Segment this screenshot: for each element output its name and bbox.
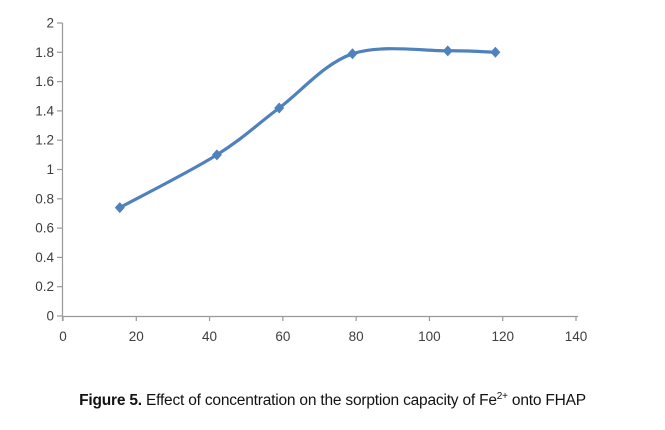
data-point-marker [211, 149, 222, 161]
figure-caption-body: Effect of concentration on the sorption … [141, 392, 497, 409]
figure-caption-tail: onto FHAP [507, 392, 586, 409]
data-point-marker [347, 48, 358, 60]
y-tick-label: 0.4 [35, 250, 54, 265]
figure-caption: Figure 5. Effect of concentration on the… [0, 390, 665, 410]
y-tick-label: 2 [46, 16, 54, 31]
figure-caption-superscript: 2+ [496, 390, 508, 402]
data-point-marker [490, 46, 501, 58]
data-point-marker [274, 102, 285, 114]
data-point-marker [114, 202, 125, 214]
y-tick-label: 1.6 [35, 74, 54, 89]
x-tick-label: 120 [491, 329, 514, 344]
y-tick-label: 1 [46, 162, 54, 177]
x-tick-label: 40 [202, 329, 217, 344]
series-line [118, 47, 497, 210]
y-tick-label: 1.4 [35, 103, 54, 118]
x-tick-label: 0 [59, 329, 67, 344]
x-tick-label: 100 [418, 329, 441, 344]
x-tick-label: 60 [275, 329, 290, 344]
y-tick-label: 1.2 [35, 133, 54, 148]
y-tick-label: 0.6 [35, 221, 54, 236]
y-tick-label: 1.8 [35, 45, 54, 60]
data-point-marker [442, 45, 453, 57]
x-tick-label: 80 [349, 329, 364, 344]
y-tick-label: 0 [46, 309, 54, 324]
x-tick-label: 20 [129, 329, 144, 344]
figure-caption-label: Figure 5. [79, 392, 142, 409]
y-tick-label: 0.8 [35, 191, 54, 206]
y-tick-label: 0.2 [35, 279, 54, 294]
x-tick-label: 140 [565, 329, 588, 344]
sorption-line-chart: 00.20.40.60.811.21.41.61.820 20 40 60 80 100 1… [35, 16, 588, 345]
